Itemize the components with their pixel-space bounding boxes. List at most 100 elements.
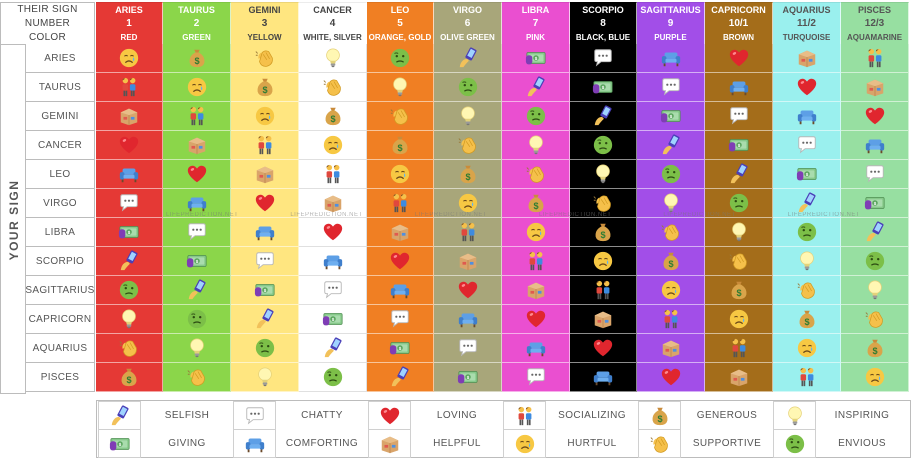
inspiring-icon [254,366,276,388]
envious-icon [784,433,806,455]
row-label-libra: LIBRA [26,218,95,247]
supportive-icon [457,134,479,156]
header-color-capricorn: BROWN [705,30,773,45]
cell-leo-capricorn [705,160,773,189]
cell-virgo-pisces: $ [841,189,909,218]
socializing-icon [728,337,750,359]
cell-aquarius-libra [502,334,570,363]
giving-icon: $ [864,192,886,214]
cell-taurus-leo [367,73,434,102]
header-number-capricorn: 10/1 [705,16,773,31]
cell-aries-scorpio [570,44,637,73]
supportive-icon [322,76,344,98]
svg-text:$: $ [128,230,131,235]
header-sign-aquarius: AQUARIUS [773,2,841,17]
row-label-gemini: GEMINI [26,102,95,131]
envious-icon [728,192,750,214]
giving-icon: $ [457,366,479,388]
helpful-icon [254,163,276,185]
giving-icon: $ [389,337,411,359]
legend-selfish [98,401,141,430]
socializing-icon [457,221,479,243]
hurtful-icon [322,134,344,156]
cell-aquarius-cancer [299,334,367,363]
svg-text:$: $ [397,143,402,153]
cell-virgo-aries [96,189,163,218]
comforting-icon [796,105,818,127]
cell-sagittarius-cancer [299,276,367,305]
cell-aries-cancer [299,44,367,73]
giving-icon: $ [186,250,208,272]
loving-icon [592,337,614,359]
header-color-aries: RED [96,30,163,45]
cell-taurus-cancer [299,73,367,102]
cell-libra-pisces [841,218,909,247]
svg-text:$: $ [126,375,131,385]
cell-cancer-libra [502,131,570,160]
comforting-icon [728,76,750,98]
cell-gemini-aries [96,102,163,131]
cell-aries-gemini [231,44,299,73]
svg-text:$: $ [873,201,876,206]
header-title-color: COLOR [0,30,95,45]
chatty-icon [660,76,682,98]
cell-leo-leo [367,160,434,189]
supportive-icon [592,192,614,214]
cell-capricorn-cancer: $ [299,305,367,334]
supportive-icon [389,105,411,127]
cell-scorpio-cancer [299,247,367,276]
inspiring-icon [457,105,479,127]
loving-icon [457,279,479,301]
svg-text:$: $ [330,114,335,124]
chatty-icon [322,279,344,301]
generous-icon: $ [649,405,671,427]
giving-icon: $ [660,105,682,127]
cell-scorpio-libra [502,247,570,276]
cell-cancer-sagittarius [637,131,705,160]
header-color-leo: ORANGE, GOLD [367,30,434,45]
cell-virgo-libra: $ [502,189,570,218]
row-label-aquarius: AQUARIUS [26,334,95,363]
comforting-icon [322,250,344,272]
cell-libra-taurus [163,218,231,247]
header-number-scorpio: 8 [570,16,637,31]
cell-virgo-gemini [231,189,299,218]
generous-icon: $ [254,76,276,98]
giving-icon: $ [322,308,344,330]
cell-virgo-leo [367,189,434,218]
comforting-icon [864,134,886,156]
cell-sagittarius-aries [96,276,163,305]
inspiring-icon [592,163,614,185]
header-number-aquarius: 11/2 [773,16,841,31]
cell-pisces-libra [502,363,570,392]
comforting-icon [254,221,276,243]
selfish-icon [728,163,750,185]
comforting-icon [186,192,208,214]
legend-hurtful [503,429,546,458]
supportive-icon [186,366,208,388]
comforting-icon [244,433,266,455]
supportive-icon [525,163,547,185]
chatty-icon [592,47,614,69]
inspiring-icon [525,134,547,156]
selfish-icon [457,47,479,69]
helpful-icon [389,221,411,243]
chatty-icon [728,105,750,127]
header-color-gemini: YELLOW [231,30,299,45]
cell-libra-libra [502,218,570,247]
header-title-sign: THEIR SIGN [0,2,95,17]
cell-pisces-scorpio [570,363,637,392]
cell-capricorn-taurus [163,305,231,334]
helpful-icon [796,47,818,69]
cell-libra-sagittarius [637,218,705,247]
cell-gemini-sagittarius: $ [637,102,705,131]
cell-scorpio-sagittarius: $ [637,247,705,276]
svg-text:$: $ [195,259,198,264]
svg-text:$: $ [736,288,741,298]
giving-icon: $ [118,221,140,243]
cell-taurus-aries [96,73,163,102]
svg-text:$: $ [657,413,662,423]
cell-pisces-pisces [841,363,909,392]
chatty-icon [864,163,886,185]
cell-pisces-leo [367,363,434,392]
